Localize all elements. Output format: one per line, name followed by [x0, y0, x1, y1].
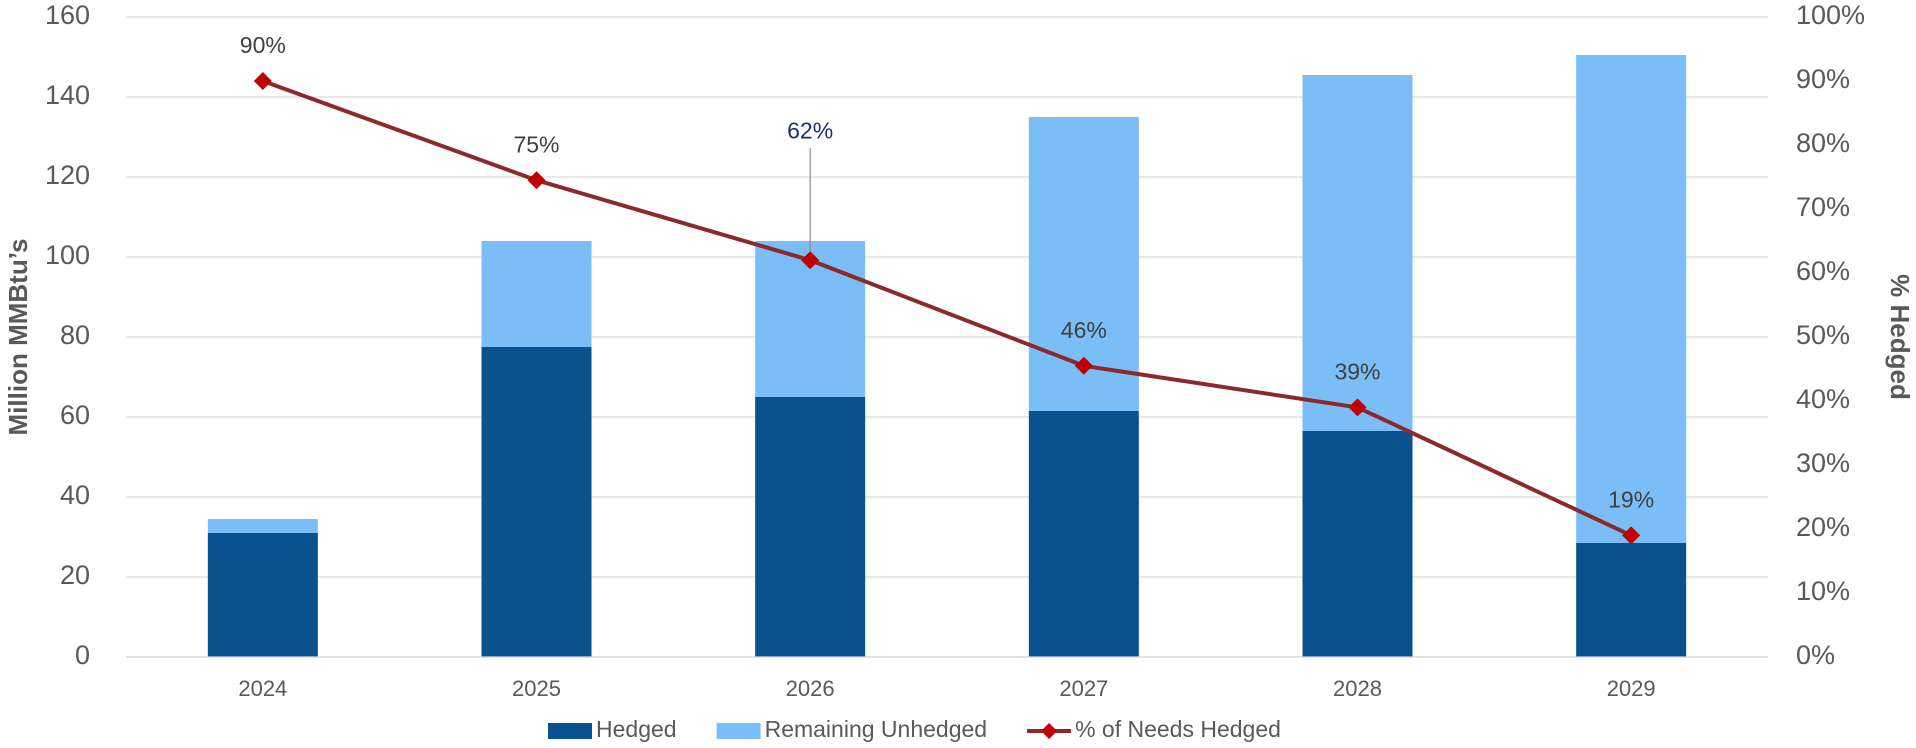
- data-label: 62%: [787, 117, 833, 143]
- line-marker: [253, 72, 272, 90]
- y-tick-label: 0: [75, 640, 90, 670]
- legend-marker: [1041, 723, 1058, 739]
- legend-swatch: [548, 723, 592, 739]
- data-label: 46%: [1061, 317, 1107, 343]
- data-label: 39%: [1334, 358, 1380, 384]
- x-tick-label: 2025: [512, 676, 561, 701]
- line-marker: [1348, 398, 1367, 417]
- x-tick-label: 2027: [1059, 676, 1108, 701]
- bar: [1302, 75, 1413, 431]
- bar: [481, 347, 592, 657]
- x-tick-label: 2028: [1333, 676, 1382, 701]
- line-marker: [527, 171, 546, 190]
- x-tick-label: 2029: [1607, 676, 1656, 701]
- y2-tick-label: 20%: [1796, 512, 1850, 542]
- data-label: 75%: [513, 131, 559, 157]
- y-tick-label: 40: [60, 480, 90, 510]
- y-tick-label: 60: [60, 400, 90, 430]
- y2-tick-label: 40%: [1796, 384, 1850, 414]
- data-label: 19%: [1608, 486, 1654, 512]
- y-tick-label: 160: [45, 0, 90, 30]
- y2-tick-label: 30%: [1796, 448, 1850, 478]
- y2-tick-label: 50%: [1796, 320, 1850, 350]
- y-axis-title: Million MMBtu’s: [3, 239, 33, 436]
- line-marker: [1074, 356, 1093, 375]
- line-marker: [801, 251, 820, 270]
- bar: [755, 397, 866, 657]
- x-tick-label: 2024: [238, 676, 287, 701]
- y-tick-label: 20: [60, 560, 90, 590]
- bar: [1028, 411, 1139, 657]
- y2-axis-title: % Hedged: [1885, 274, 1915, 400]
- y-tick-label: 140: [45, 80, 90, 110]
- y2-tick-label: 0%: [1796, 640, 1835, 670]
- y2-tick-label: 90%: [1796, 64, 1850, 94]
- line-marker: [1622, 526, 1641, 545]
- bar: [1576, 543, 1687, 657]
- legend-label: Remaining Unhedged: [765, 716, 988, 742]
- line: [262, 79, 1633, 538]
- x-tick-label: 2026: [786, 676, 835, 701]
- bar: [207, 519, 318, 533]
- bar: [207, 533, 318, 657]
- bar: [481, 241, 592, 347]
- y2-tick-label: 70%: [1796, 192, 1850, 222]
- legend-label: % of Needs Hedged: [1075, 716, 1281, 742]
- y-tick-label: 100: [45, 240, 90, 270]
- y2-tick-label: 10%: [1796, 576, 1850, 606]
- bar: [1302, 431, 1413, 657]
- y-tick-label: 120: [45, 160, 90, 190]
- data-label: 90%: [240, 32, 286, 58]
- y2-tick-label: 80%: [1796, 128, 1850, 158]
- legend-label: Hedged: [596, 716, 677, 742]
- y2-tick-label: 60%: [1796, 256, 1850, 286]
- legend-swatch: [716, 723, 761, 739]
- bar: [1576, 55, 1687, 543]
- y2-tick-label: 100%: [1796, 0, 1865, 30]
- y-tick-label: 80: [60, 320, 90, 350]
